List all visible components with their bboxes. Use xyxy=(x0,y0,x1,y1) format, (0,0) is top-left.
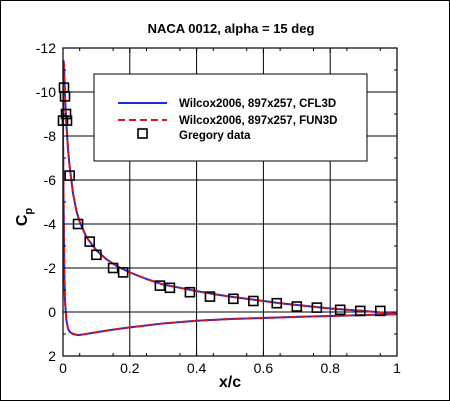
gregory-data-point xyxy=(154,280,166,291)
legend: Wilcox2006, 897x257, CFL3D Wilcox2006, 8… xyxy=(93,73,368,162)
x-tick-label: 1 xyxy=(393,360,401,376)
series-layer xyxy=(63,60,397,337)
series-0-lower-line xyxy=(63,135,397,337)
y-tick-labels: -12 -10 -8 -6 -4 -2 0 2 xyxy=(36,40,56,364)
gregory-data-point xyxy=(84,236,96,247)
tick-marks xyxy=(62,47,398,357)
gregory-data-point xyxy=(271,297,283,309)
y-tick-label: -12 xyxy=(36,40,56,56)
gregory-data-point xyxy=(72,218,84,230)
chart-title: NACA 0012, alpha = 15 deg xyxy=(148,21,315,36)
y-tick-label: -10 xyxy=(36,84,56,100)
gregory-data-point xyxy=(91,249,102,261)
y-tick-label: -6 xyxy=(44,172,57,188)
gregory-data-point xyxy=(204,291,216,302)
y-axis-label-subscript: p xyxy=(23,208,35,215)
legend-box xyxy=(93,73,368,162)
x-tick-label: 0.6 xyxy=(254,360,274,376)
series-1-lower-line xyxy=(63,135,397,337)
gregory-data-point xyxy=(107,262,119,274)
series-1-upper-line xyxy=(63,60,397,315)
gregory-data-point xyxy=(60,108,72,120)
gregory-data-point xyxy=(64,170,75,181)
gregory-data-point xyxy=(354,305,366,317)
gregory-data-point xyxy=(334,304,346,316)
y-tick-label: 0 xyxy=(48,304,56,320)
x-tick-labels: 0 0.2 0.4 0.6 0.8 1 xyxy=(59,360,401,376)
gregory-data-point xyxy=(117,267,129,278)
y-axis-label-main: C xyxy=(14,214,31,226)
x-axis-label: x/c xyxy=(219,374,241,391)
legend-label-fun3d: Wilcox2006, 897x257, FUN3D xyxy=(179,115,337,127)
gregory-data-point xyxy=(248,295,259,307)
x-tick-label: 0 xyxy=(59,360,67,376)
gregory-data-point xyxy=(311,302,323,313)
y-tick-label: -8 xyxy=(44,128,57,144)
y-tick-label: -4 xyxy=(44,216,57,232)
gregory-data-point xyxy=(184,286,196,298)
x-tick-label: 0.4 xyxy=(187,360,207,376)
y-tick-label: 2 xyxy=(48,348,56,364)
gregory-data-point xyxy=(164,282,176,294)
legend-label-gregory: Gregory data xyxy=(179,130,251,142)
y-tick-label: -2 xyxy=(44,260,57,276)
legend-label-cfl3d: Wilcox2006, 897x257, CFL3D xyxy=(179,98,336,110)
y-axis-label: Cp xyxy=(14,208,35,227)
y-axis-label-group: Cp xyxy=(14,208,35,227)
gregory-data-point xyxy=(228,293,239,305)
gregory-data-point xyxy=(374,305,386,317)
x-tick-label: 0.8 xyxy=(320,360,340,376)
x-tick-label: 0.2 xyxy=(120,360,140,376)
gregory-data-point xyxy=(291,301,303,312)
legend-swatch-gregory xyxy=(137,128,148,139)
